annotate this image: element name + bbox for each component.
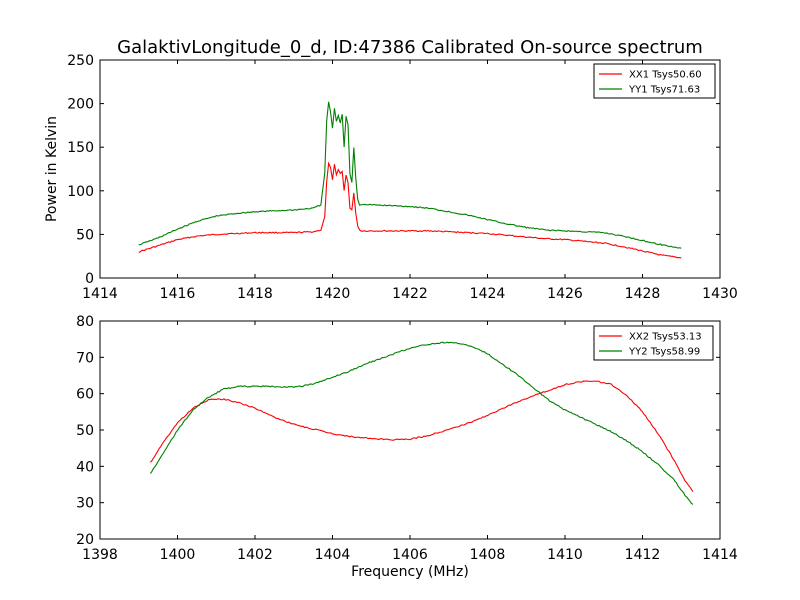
bottom-plot: 1398 1400 1402 1404 1406 1408 1410 1412 1414 20 30… [76, 314, 738, 580]
y-tick-label: 30 [76, 496, 94, 512]
y-axis-label: Power in Kelvin [44, 116, 60, 222]
legend: XX1 Tsys50.60 YY1 Tsys71.63 [593, 63, 716, 99]
y-tick-label: 50 [76, 227, 94, 243]
y-tick-label: 50 [76, 423, 94, 439]
x-tick-label: 1430 [702, 286, 738, 302]
y-tick-label: 250 [67, 53, 94, 69]
legend-label: YY1 Tsys71.63 [628, 85, 700, 96]
top-plot: 1414 1416 1418 1420 1422 1424 1426 1428 1430 0 50 1… [44, 53, 738, 302]
legend-label: XX1 Tsys50.60 [629, 70, 702, 81]
legend: XX2 Tsys53.13 YY2 Tsys58.99 [593, 325, 714, 361]
x-tick-label: 1422 [392, 286, 428, 302]
series-line-xx2 [149, 380, 694, 493]
x-tick-label: 1404 [315, 547, 351, 563]
y-tick-label: 60 [76, 387, 94, 403]
x-tick-label: 1412 [625, 547, 661, 563]
figure-title: GalaktivLongitude_0_d, ID:47386 Calibrat… [117, 37, 703, 58]
x-tick-label: 1414 [82, 286, 118, 302]
y-tick-label: 80 [76, 314, 94, 330]
y-tick-label: 200 [67, 97, 94, 113]
x-tick-label: 1400 [160, 547, 196, 563]
x-tick-label: 1414 [702, 547, 738, 563]
y-tick-label: 40 [76, 459, 94, 475]
x-tick-label: 1402 [237, 547, 273, 563]
series-line-xx1 [138, 161, 682, 259]
x-tick-label: 1424 [470, 286, 506, 302]
x-tick-label: 1418 [237, 286, 273, 302]
legend-label: YY2 Tsys58.99 [628, 347, 700, 358]
series-line-yy1 [138, 101, 682, 249]
legend-label: XX2 Tsys53.13 [629, 332, 702, 343]
x-tick-label: 1420 [315, 286, 351, 302]
y-tick-label: 70 [76, 350, 94, 366]
y-tick-label: 20 [76, 532, 94, 548]
legend-box [593, 325, 714, 361]
x-tick-label: 1398 [82, 547, 118, 563]
legend-box [593, 63, 716, 99]
x-tick-label: 1408 [470, 547, 506, 563]
y-tick-label: 150 [67, 140, 94, 156]
y-tick-label: 0 [85, 271, 94, 287]
x-tick-label: 1428 [625, 286, 661, 302]
x-tick-label: 1426 [547, 286, 583, 302]
x-tick-label: 1410 [547, 547, 583, 563]
series-line-yy2 [149, 341, 694, 505]
x-tick-label: 1406 [392, 547, 428, 563]
y-tick-label: 100 [67, 184, 94, 200]
x-axis-label: Frequency (MHz) [351, 564, 469, 580]
x-tick-label: 1416 [160, 286, 196, 302]
